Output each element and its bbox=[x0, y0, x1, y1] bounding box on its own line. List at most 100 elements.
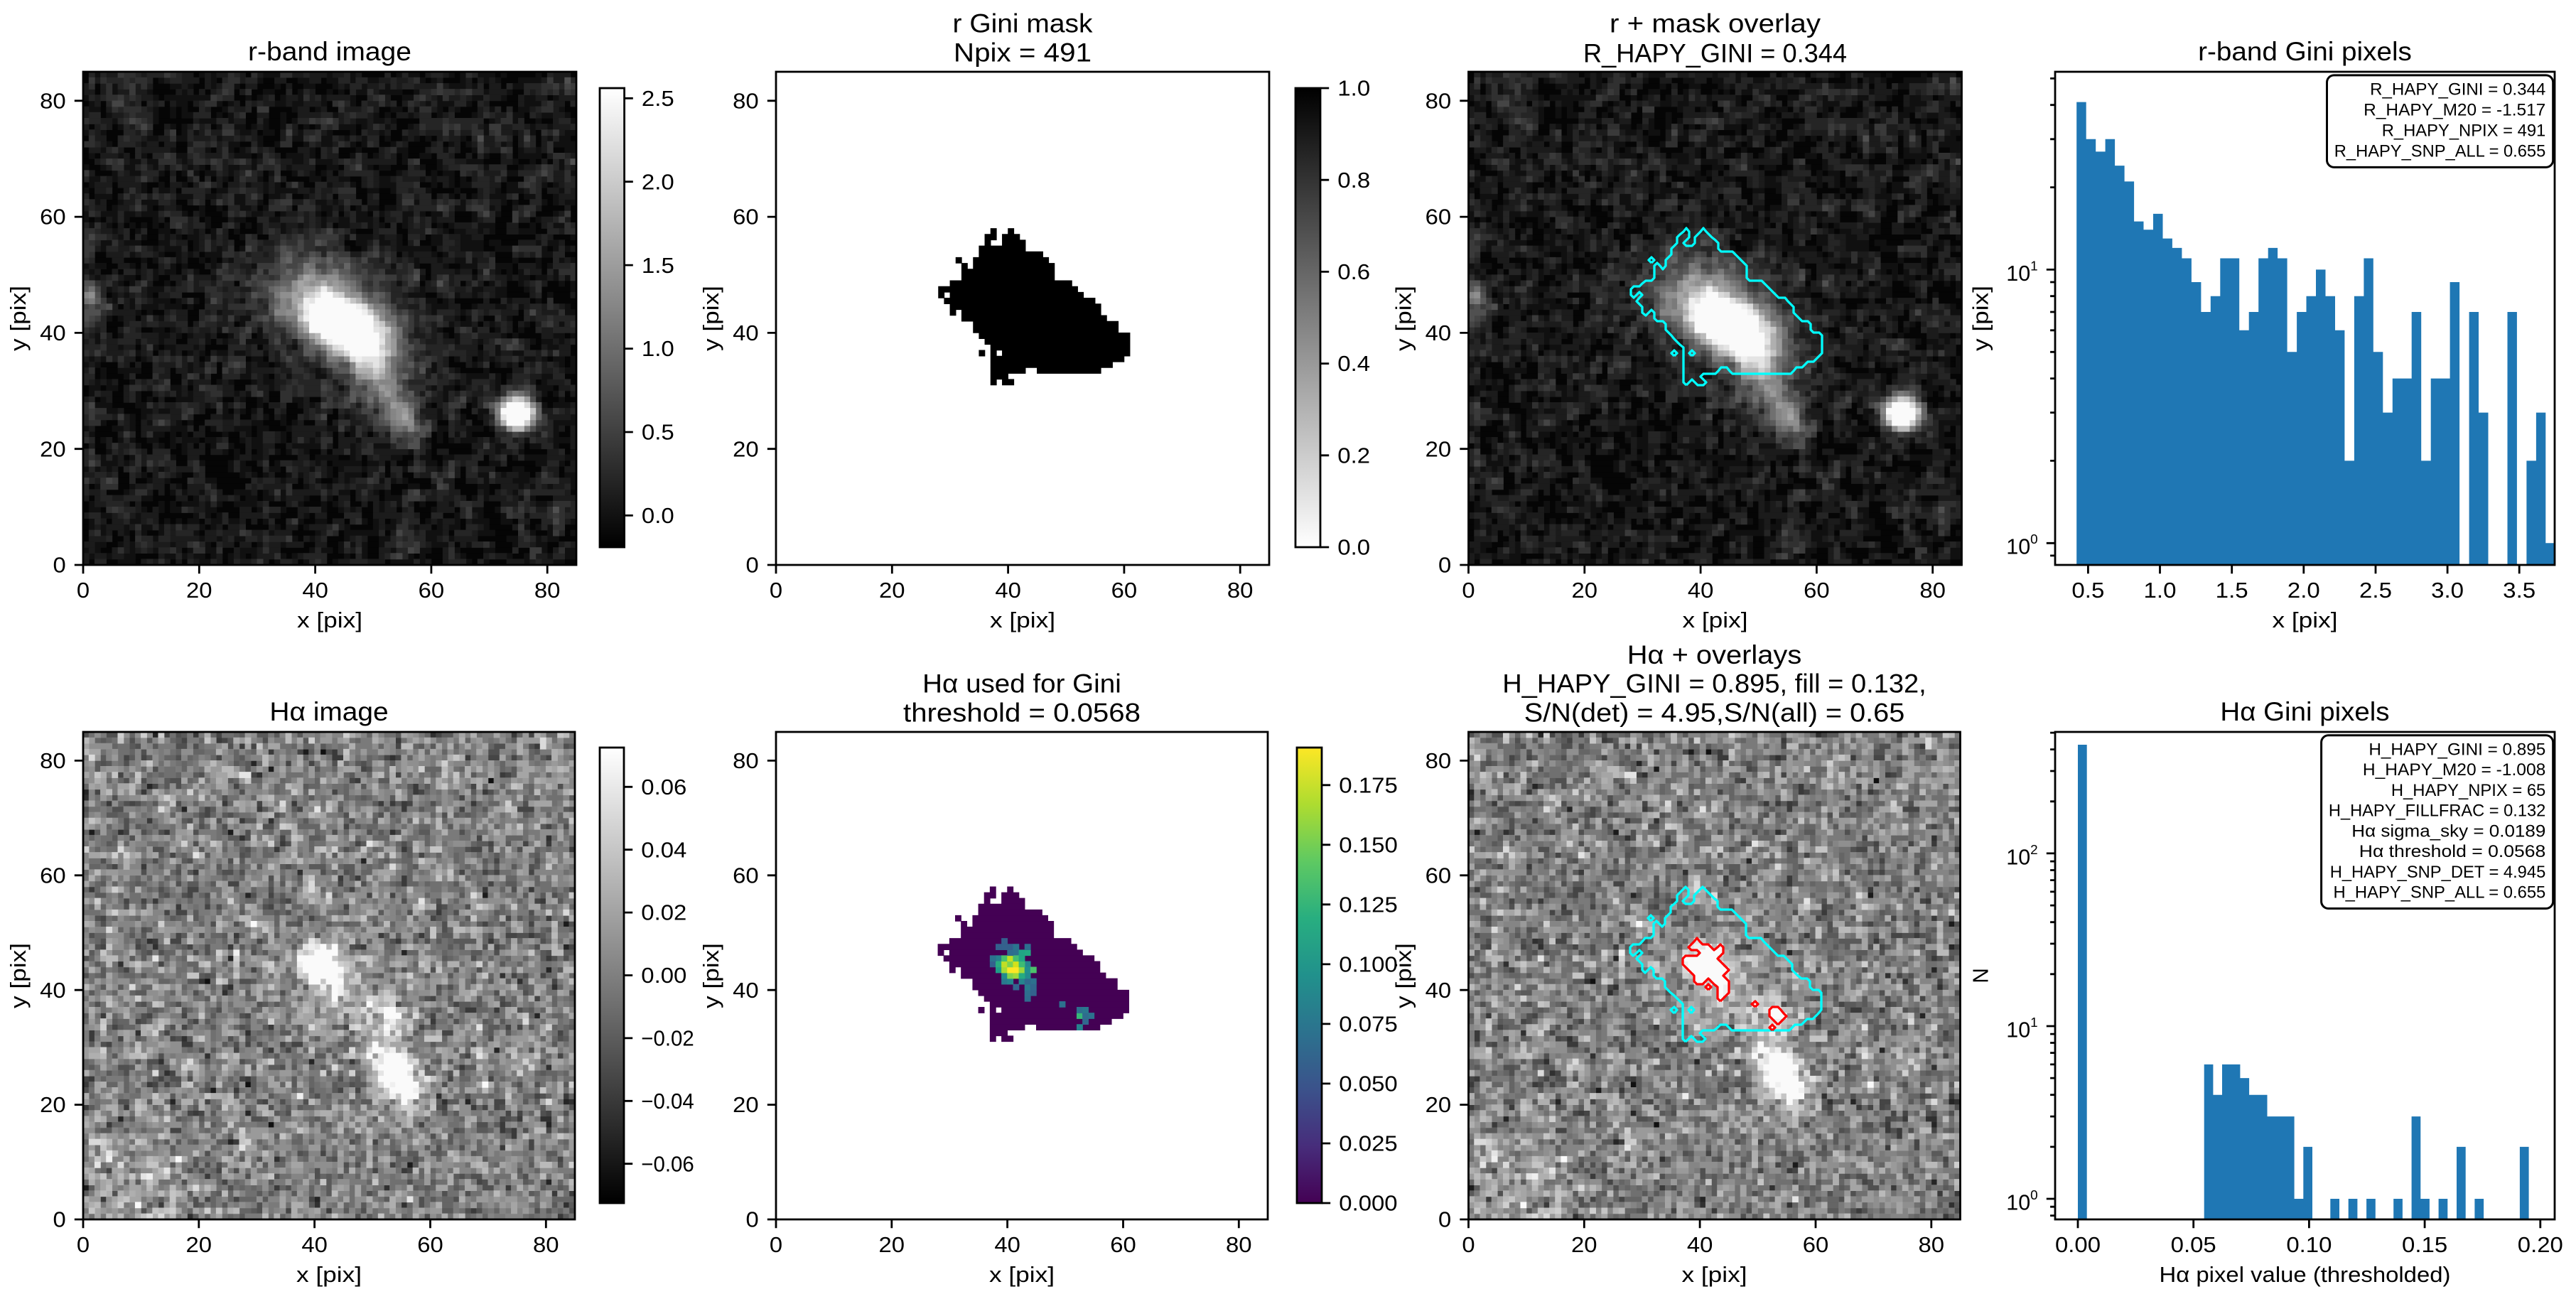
svg-text:40: 40 bbox=[733, 979, 759, 1003]
svg-text:80: 80 bbox=[1919, 1233, 1945, 1257]
svg-text:1.5: 1.5 bbox=[642, 254, 674, 278]
svg-text:20: 20 bbox=[1426, 1093, 1452, 1117]
svg-text:0.050: 0.050 bbox=[1339, 1072, 1397, 1096]
svg-text:N: N bbox=[1968, 968, 1993, 983]
svg-text:80: 80 bbox=[733, 749, 759, 773]
svg-text:Hα Gini pixels: Hα Gini pixels bbox=[2220, 697, 2389, 726]
svg-text:0.20: 0.20 bbox=[2518, 1233, 2563, 1257]
svg-text:80: 80 bbox=[40, 749, 66, 773]
svg-text:40: 40 bbox=[995, 578, 1021, 603]
svg-text:2.5: 2.5 bbox=[642, 87, 674, 111]
svg-text:0.2: 0.2 bbox=[1337, 443, 1370, 468]
svg-text:60: 60 bbox=[417, 1233, 443, 1257]
svg-text:x [pix]: x [pix] bbox=[1682, 1263, 1747, 1287]
svg-text:y [pix]: y [pix] bbox=[699, 286, 723, 351]
svg-text:0.00: 0.00 bbox=[2055, 1233, 2101, 1257]
svg-text:x [pix]: x [pix] bbox=[2273, 608, 2338, 632]
svg-text:1.0: 1.0 bbox=[1337, 77, 1370, 101]
svg-text:40: 40 bbox=[1426, 979, 1452, 1003]
svg-text:r-band image: r-band image bbox=[248, 37, 411, 66]
svg-text:20: 20 bbox=[1571, 1233, 1597, 1257]
svg-text:Hα pixel value (thresholded): Hα pixel value (thresholded) bbox=[2160, 1263, 2451, 1287]
svg-text:0: 0 bbox=[1438, 554, 1451, 578]
svg-text:0.10: 0.10 bbox=[2286, 1233, 2332, 1257]
svg-text:80: 80 bbox=[1426, 89, 1452, 113]
svg-text:40: 40 bbox=[40, 321, 66, 345]
svg-text:2.0: 2.0 bbox=[642, 170, 674, 194]
svg-text:0.125: 0.125 bbox=[1339, 893, 1398, 917]
svg-text:x [pix]: x [pix] bbox=[297, 608, 362, 632]
svg-text:60: 60 bbox=[1111, 578, 1138, 603]
svg-text:100: 100 bbox=[2006, 532, 2037, 559]
svg-text:−0.06: −0.06 bbox=[641, 1152, 694, 1176]
svg-text:20: 20 bbox=[40, 437, 66, 461]
svg-text:0.175: 0.175 bbox=[1339, 773, 1398, 797]
svg-text:0.025: 0.025 bbox=[1339, 1132, 1397, 1156]
svg-text:y [pix]: y [pix] bbox=[699, 943, 723, 1008]
svg-text:0.06: 0.06 bbox=[641, 775, 686, 799]
svg-text:80: 80 bbox=[1227, 578, 1254, 603]
svg-text:0: 0 bbox=[746, 1208, 759, 1232]
svg-text:80: 80 bbox=[533, 1233, 559, 1257]
svg-text:0.0: 0.0 bbox=[642, 504, 674, 528]
svg-text:20: 20 bbox=[1572, 578, 1598, 603]
svg-text:40: 40 bbox=[40, 979, 66, 1003]
svg-text:60: 60 bbox=[1110, 1233, 1136, 1257]
svg-text:0.8: 0.8 bbox=[1337, 168, 1370, 193]
svg-text:0.000: 0.000 bbox=[1339, 1192, 1397, 1216]
svg-text:20: 20 bbox=[733, 1093, 759, 1117]
svg-text:0.00: 0.00 bbox=[641, 964, 686, 988]
svg-text:0.02: 0.02 bbox=[641, 901, 686, 925]
svg-text:60: 60 bbox=[419, 578, 445, 603]
svg-text:40: 40 bbox=[994, 1233, 1020, 1257]
svg-text:y [pix]: y [pix] bbox=[1392, 943, 1416, 1008]
svg-text:20: 20 bbox=[733, 437, 759, 461]
svg-text:0.05: 0.05 bbox=[2171, 1233, 2216, 1257]
svg-text:x [pix]: x [pix] bbox=[989, 1263, 1055, 1287]
svg-text:−0.02: −0.02 bbox=[641, 1027, 694, 1051]
svg-text:r-band Gini pixels: r-band Gini pixels bbox=[2198, 37, 2412, 66]
svg-text:60: 60 bbox=[40, 205, 66, 230]
svg-text:80: 80 bbox=[534, 578, 561, 603]
svg-text:0: 0 bbox=[1462, 1233, 1475, 1257]
svg-text:60: 60 bbox=[40, 863, 66, 888]
svg-text:x [pix]: x [pix] bbox=[1683, 608, 1748, 632]
svg-text:Hα image: Hα image bbox=[269, 697, 388, 726]
svg-text:y [pix]: y [pix] bbox=[1392, 286, 1416, 351]
svg-text:0: 0 bbox=[770, 1233, 782, 1257]
svg-text:1.0: 1.0 bbox=[642, 337, 674, 361]
svg-text:0.5: 0.5 bbox=[2071, 578, 2104, 603]
svg-text:0.5: 0.5 bbox=[642, 421, 674, 445]
svg-text:20: 20 bbox=[1426, 437, 1452, 461]
svg-text:40: 40 bbox=[1687, 1233, 1713, 1257]
svg-text:0: 0 bbox=[77, 578, 90, 603]
svg-text:0.0: 0.0 bbox=[1337, 536, 1370, 560]
svg-text:y [pix]: y [pix] bbox=[6, 943, 31, 1008]
svg-text:x [pix]: x [pix] bbox=[990, 608, 1055, 632]
svg-text:40: 40 bbox=[1426, 321, 1452, 345]
svg-text:40: 40 bbox=[301, 1233, 328, 1257]
svg-text:0: 0 bbox=[53, 554, 66, 578]
svg-text:80: 80 bbox=[733, 89, 759, 113]
svg-text:80: 80 bbox=[1426, 749, 1452, 773]
svg-text:80: 80 bbox=[1226, 1233, 1252, 1257]
svg-text:40: 40 bbox=[733, 321, 759, 345]
svg-text:2.0: 2.0 bbox=[2287, 578, 2320, 603]
svg-text:x [pix]: x [pix] bbox=[296, 1263, 362, 1287]
svg-text:0.4: 0.4 bbox=[1337, 352, 1370, 376]
svg-text:0.150: 0.150 bbox=[1339, 833, 1398, 857]
svg-text:40: 40 bbox=[302, 578, 328, 603]
svg-text:0: 0 bbox=[77, 1233, 90, 1257]
svg-text:2.5: 2.5 bbox=[2359, 578, 2392, 603]
svg-text:0: 0 bbox=[1462, 578, 1475, 603]
svg-text:0: 0 bbox=[1438, 1208, 1451, 1232]
svg-text:3.0: 3.0 bbox=[2431, 578, 2464, 603]
svg-text:0.04: 0.04 bbox=[641, 838, 686, 862]
svg-text:20: 20 bbox=[879, 1233, 905, 1257]
svg-text:y [pix]: y [pix] bbox=[6, 286, 31, 351]
